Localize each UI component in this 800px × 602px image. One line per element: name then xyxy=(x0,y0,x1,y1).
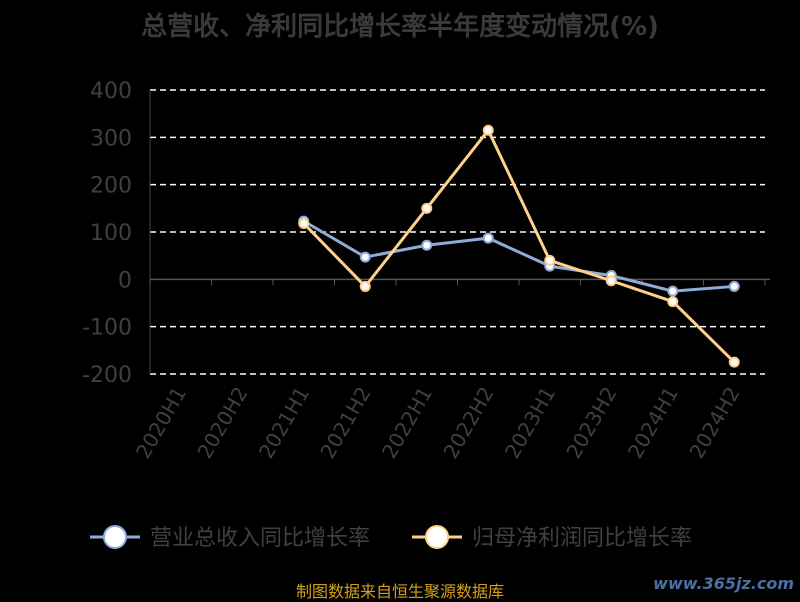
y-axis-tick-labels: 400 300 200 100 0 -100 -200 xyxy=(82,79,132,388)
y-tick-label: -100 xyxy=(82,316,132,341)
y-tick-label: -200 xyxy=(82,363,132,388)
x-tick-label: 2020H2 xyxy=(192,383,252,463)
data-point xyxy=(544,254,556,266)
data-point xyxy=(421,202,433,214)
legend: 营业总收入同比增长率 归母净利润同比增长率 xyxy=(90,525,692,551)
data-point xyxy=(298,217,310,229)
data-point xyxy=(605,275,617,287)
data-point xyxy=(482,232,494,244)
y-tick-label: 200 xyxy=(90,174,132,199)
x-tick-label: 2022H2 xyxy=(438,383,498,463)
legend-marker-1 xyxy=(103,525,127,549)
source-footer: 制图数据来自恒生聚源数据库 xyxy=(295,582,504,601)
legend-label-1: 营业总收入同比增长率 xyxy=(150,526,370,551)
series-layer xyxy=(298,124,740,368)
x-tick-label: 2022H1 xyxy=(377,383,437,463)
grid-lines xyxy=(149,89,770,375)
x-tick-label: 2023H1 xyxy=(500,383,560,463)
x-axis: 2020H1 2020H2 2021H1 2021H2 2022H1 2022H2 2023… xyxy=(131,279,766,463)
series-line-2 xyxy=(302,128,736,364)
legend-label-2: 归母净利润同比增长率 xyxy=(472,526,692,551)
y-tick-label: 0 xyxy=(118,268,132,293)
data-point xyxy=(667,285,679,297)
x-tick-label: 2023H2 xyxy=(561,383,621,463)
chart-title: 总营收、净利同比增长率半年度变动情况(%) xyxy=(141,12,659,42)
x-tick-label: 2021H1 xyxy=(254,383,314,463)
legend-marker-2 xyxy=(425,525,449,549)
x-tick-label: 2021H2 xyxy=(315,383,375,463)
watermark: www.365jz.com xyxy=(653,574,794,593)
data-point xyxy=(728,356,740,368)
x-tick-label: 2024H1 xyxy=(623,383,683,463)
y-tick-label: 400 xyxy=(90,79,132,104)
data-point xyxy=(421,239,433,251)
data-point xyxy=(359,280,371,292)
y-tick-label: 300 xyxy=(90,126,132,151)
series-line-1 xyxy=(302,219,735,293)
x-tick-label: 2020H1 xyxy=(131,383,191,463)
data-point xyxy=(482,124,494,136)
data-point xyxy=(667,296,679,308)
y-tick-label: 100 xyxy=(90,221,132,246)
x-tick-label: 2024H2 xyxy=(684,383,744,463)
data-point xyxy=(359,251,371,263)
data-point xyxy=(728,280,740,292)
